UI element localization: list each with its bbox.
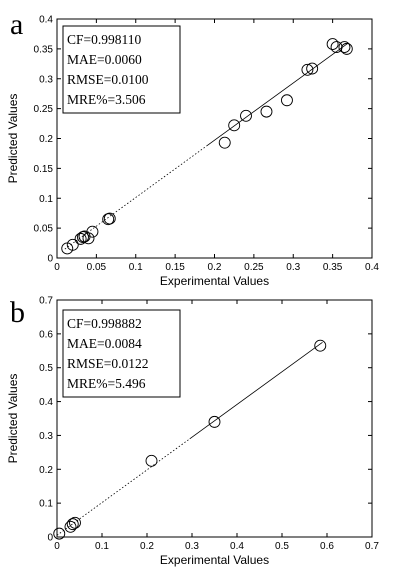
stats-line: RMSE=0.0122 (67, 356, 149, 371)
y-tick-label: 0.2 (39, 134, 53, 145)
x-tick-label: 0.15 (165, 262, 185, 273)
stats-line: CF=0.998110 (67, 32, 142, 47)
x-tick-label: 0.3 (185, 541, 199, 552)
stats-line: MRE%=3.506 (67, 92, 146, 107)
stats-line: RMSE=0.0100 (67, 72, 149, 87)
y-tick-label: 0.3 (39, 74, 53, 85)
y-tick-label: 0.2 (39, 465, 53, 476)
x-tick-label: 0.25 (244, 262, 264, 273)
x-axis-label: Experimental Values (160, 274, 269, 288)
data-point (64, 520, 77, 533)
y-tick-label: 0.15 (34, 164, 54, 175)
data-point (145, 454, 158, 467)
fit-line-solid (206, 42, 349, 147)
x-tick-label: 0.2 (208, 262, 222, 273)
x-tick-label: 0.35 (323, 262, 343, 273)
data-point (240, 109, 252, 122)
x-tick-label: 0.5 (275, 541, 289, 552)
stats-box (62, 309, 181, 398)
data-point (208, 415, 221, 428)
data-point (69, 516, 81, 529)
x-tick-label: 0.4 (230, 541, 244, 552)
data-point (326, 38, 339, 51)
y-tick-label: 0.05 (34, 224, 54, 235)
y-axis-label: Predicted Values (6, 94, 20, 184)
stats-line: MRE%=5.496 (67, 376, 146, 391)
y-tick-label: 0.25 (34, 104, 54, 115)
stats-line: CF=0.998882 (67, 316, 142, 331)
data-point (306, 62, 319, 75)
x-tick-label: 0.6 (320, 541, 334, 552)
data-point (330, 41, 343, 54)
data-point (314, 339, 327, 352)
fit-line-dotted (56, 438, 190, 536)
y-tick-label: 0.6 (39, 329, 53, 340)
data-point (301, 63, 314, 76)
y-axis-label: Predicted Values (6, 374, 20, 464)
y-tick-label: 0 (47, 254, 53, 265)
data-point (66, 518, 79, 531)
x-tick-label: 0 (54, 262, 60, 273)
x-tick-label: 0.4 (365, 262, 379, 273)
chart-panel-a: a 0 0.05 0.1 0.15 0.2 0.25 0.3 0.35 0.4 0 0.05 0.1 0.… (6, 8, 379, 288)
y-tick-label: 0.5 (39, 363, 53, 374)
x-tick-label: 0 (54, 541, 60, 552)
x-tick-label: 0.1 (95, 541, 109, 552)
y-tick-label: 0.4 (39, 15, 53, 26)
x-tick-label: 0.3 (286, 262, 300, 273)
y-tick-label: 0.4 (39, 397, 53, 408)
y-tick-label: 0.3 (39, 431, 53, 442)
stats-line: MAE=0.0060 (67, 52, 142, 67)
fit-line-solid (189, 341, 323, 440)
data-point (340, 42, 353, 55)
y-tick-label: 0.7 (39, 296, 53, 307)
plot-frame (56, 299, 373, 538)
x-tick-label: 0.7 (365, 541, 379, 552)
stats-box (62, 25, 181, 114)
data-point (228, 119, 241, 132)
data-point (82, 232, 95, 245)
y-tick-label: 0.35 (34, 44, 54, 55)
y-tick-label: 0 (47, 533, 53, 544)
panel-label: a (10, 8, 23, 41)
data-point (218, 136, 231, 149)
data-point (86, 225, 99, 238)
x-tick-label: 0.2 (140, 541, 154, 552)
data-point (260, 105, 273, 118)
data-point (103, 212, 116, 225)
data-point (74, 232, 87, 245)
y-tick-label: 0.1 (39, 194, 53, 205)
chart-panel-b: b 0 0.1 0.2 0.3 0.4 0.5 0.6 0.7 0 0.1 0.2 0.3 0.4 0.5 0… (6, 296, 379, 568)
stats-line: MAE=0.0084 (67, 336, 142, 351)
x-tick-label: 0.1 (129, 262, 143, 273)
y-tick-label: 0.1 (39, 499, 53, 510)
data-point (53, 527, 66, 540)
x-tick-label: 0.05 (87, 262, 107, 273)
data-point (281, 94, 293, 107)
fit-line-dotted (64, 145, 207, 250)
x-axis-label: Experimental Values (160, 553, 269, 567)
data-point (66, 238, 79, 251)
panel-label: b (10, 296, 25, 329)
data-point (338, 41, 351, 54)
